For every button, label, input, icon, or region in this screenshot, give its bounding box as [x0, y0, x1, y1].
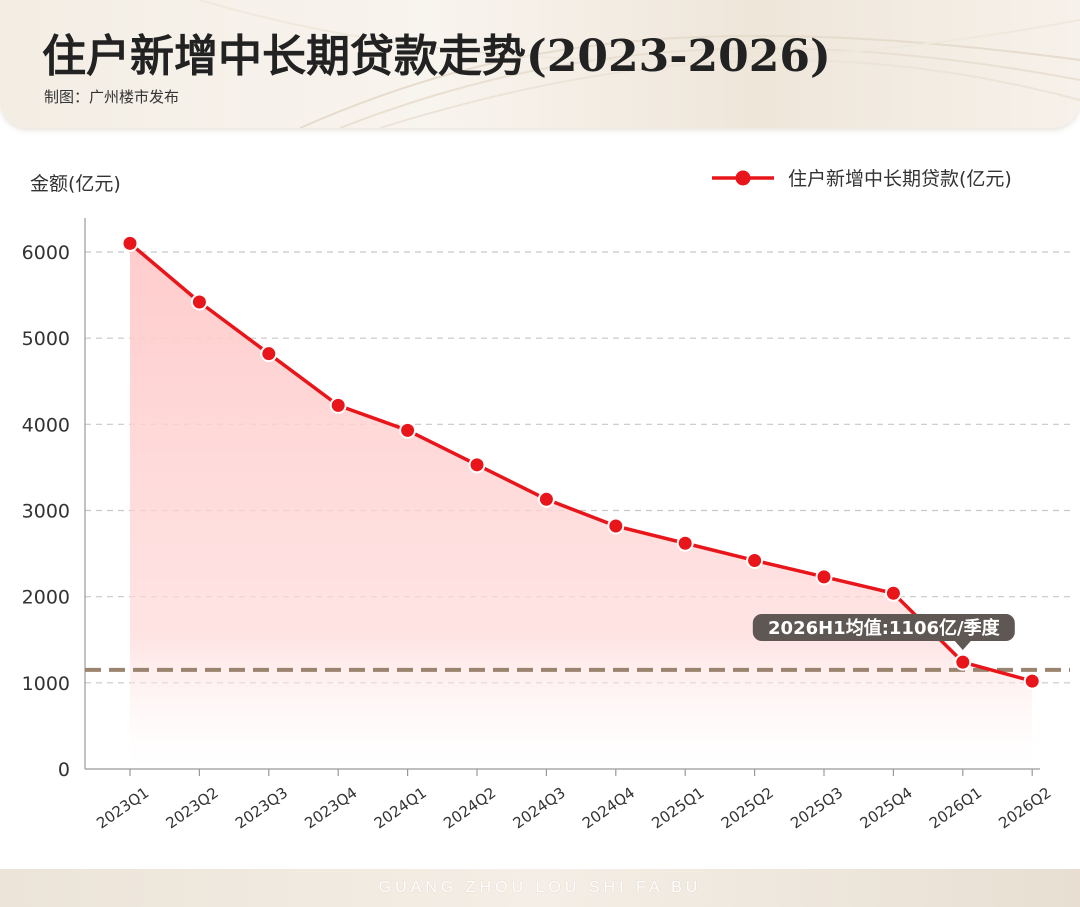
average-annotation: 2026H1均值:1106亿/季度 [752, 614, 1015, 650]
x-tick-label: 2025Q1 [648, 784, 707, 833]
page-subtitle: 制图：广州楼市发布 [44, 88, 180, 106]
x-tick-label: 2025Q3 [787, 784, 846, 833]
data-point [607, 517, 625, 535]
y-axis-label: 金额(亿元) [30, 173, 121, 195]
data-point [746, 551, 764, 569]
area-fill [130, 243, 1033, 770]
data-point [190, 293, 208, 311]
y-tick-labels: 0 1000 2000 3000 4000 5000 6000 [22, 242, 70, 781]
y-tick-label: 3000 [22, 501, 70, 523]
x-tick-label: 2025Q2 [718, 784, 777, 833]
x-tick-labels: 2023Q1 2023Q2 2023Q3 2023Q4 2024Q1 2024Q2 2024… [93, 784, 1054, 833]
data-point [676, 534, 694, 552]
axes [84, 218, 1040, 776]
y-tick-label: 4000 [22, 414, 70, 436]
x-tick-label: 2023Q3 [232, 784, 291, 833]
data-points [121, 234, 1041, 690]
y-tick-label: 2000 [22, 587, 70, 609]
page-title: 住户新增中长期贷款走势(2023-2026) [42, 31, 831, 82]
data-point [329, 396, 347, 414]
y-tick-label: 5000 [22, 328, 70, 350]
footer-text: GUANG ZHOU LOU SHI FA BU [378, 879, 702, 896]
footer-banner: GUANG ZHOU LOU SHI FA BU [0, 869, 1080, 907]
data-point [954, 653, 972, 671]
x-tick-label: 2024Q4 [579, 784, 638, 833]
legend: 住户新增中长期贷款(亿元) [712, 168, 1012, 190]
legend-marker [735, 170, 751, 186]
annotation-pointer [954, 641, 971, 650]
annotation-label: 2026H1均值:1106亿/季度 [768, 617, 1001, 639]
x-tick-label: 2023Q4 [301, 784, 360, 833]
data-point [468, 456, 486, 474]
x-tick-label: 2023Q2 [163, 784, 222, 833]
series-line [128, 242, 1033, 683]
data-point [537, 490, 555, 508]
y-tick-label: 1000 [22, 673, 70, 695]
x-tick-label: 2024Q1 [371, 784, 430, 833]
x-tick-label: 2024Q2 [440, 784, 499, 833]
x-tick-label: 2026Q1 [926, 784, 985, 833]
data-point [1023, 672, 1041, 690]
data-point [884, 584, 902, 602]
legend-label: 住户新增中长期贷款(亿元) [788, 168, 1012, 190]
data-point [260, 345, 278, 363]
x-tick-label: 2024Q3 [510, 784, 569, 833]
data-point [399, 421, 417, 439]
y-tick-label: 0 [58, 759, 70, 781]
header-banner: 住户新增中长期贷款走势(2023-2026) 制图：广州楼市发布 [0, 0, 1080, 128]
x-tick-label: 2025Q4 [857, 784, 916, 833]
header-wave-decoration [199, 0, 1080, 128]
y-tick-label: 6000 [22, 242, 70, 264]
data-point [121, 234, 139, 252]
annotation-box [752, 614, 1015, 641]
data-point [815, 568, 833, 586]
x-tick-label: 2026Q2 [995, 784, 1054, 833]
x-tick-label: 2023Q1 [93, 784, 152, 833]
